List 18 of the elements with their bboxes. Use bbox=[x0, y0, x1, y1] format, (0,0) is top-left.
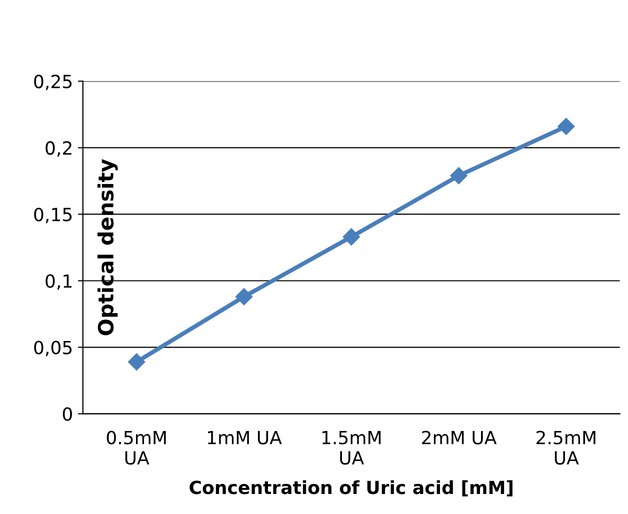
x-tick-label: 2.5mM UA bbox=[536, 430, 596, 465]
x-tick-label: 1.5mM UA bbox=[322, 430, 381, 465]
x-axis-title: Concentration of Uric acid [mM] bbox=[190, 480, 512, 496]
y-tick-label: 0 bbox=[62, 407, 72, 421]
point bbox=[450, 167, 468, 184]
y-tick-label: 0,05 bbox=[34, 340, 72, 356]
y-tick-label: 0,25 bbox=[34, 74, 72, 90]
point bbox=[342, 228, 360, 246]
point bbox=[558, 118, 575, 135]
x-tick-label: 1mM UA bbox=[208, 430, 282, 444]
point bbox=[235, 288, 253, 306]
x-tick-label: 0.5mM UA bbox=[106, 430, 166, 465]
x-tick-label: 2mM UA bbox=[422, 430, 497, 444]
y-axis-title: Optical density bbox=[97, 159, 118, 336]
y-tick-label: 0,1 bbox=[46, 274, 72, 290]
point bbox=[128, 353, 146, 370]
y-tick-label: 0,2 bbox=[46, 141, 72, 157]
y-tick-label: 0,15 bbox=[34, 208, 72, 224]
